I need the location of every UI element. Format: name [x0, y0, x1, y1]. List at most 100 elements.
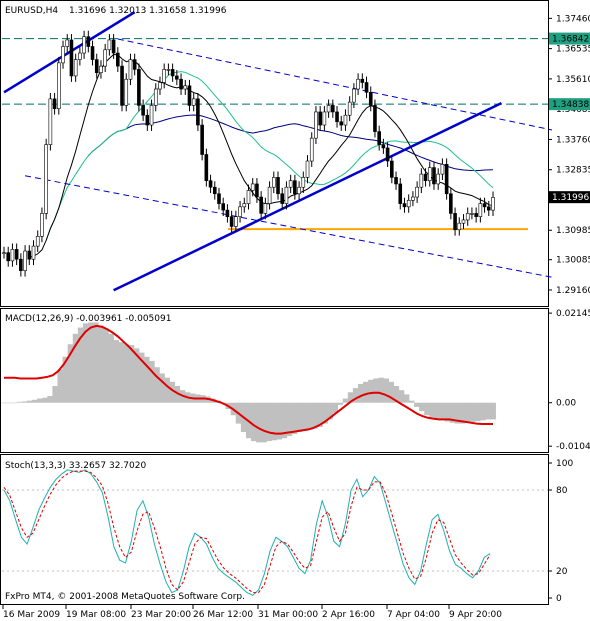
macd-histogram-bar [332, 402, 339, 414]
candle-body [149, 105, 154, 126]
macd-histogram-bar [72, 333, 79, 403]
candle-body [212, 186, 217, 195]
candle-body [250, 183, 255, 191]
macd-histogram-bar [98, 325, 104, 403]
candle-body [482, 203, 487, 208]
moving-average-slow [87, 114, 494, 172]
macd-histogram-bar [93, 322, 99, 403]
candle-body [276, 177, 280, 195]
candle-body [179, 78, 183, 90]
candle-body [255, 183, 259, 198]
stoch-tick-label: 0 [556, 594, 562, 604]
candle-body [259, 196, 263, 214]
stoch-panel-frame [0, 454, 549, 605]
macd-histogram-bar [342, 398, 349, 403]
macd-histogram-bar [251, 402, 257, 442]
candle-body [470, 213, 474, 215]
candle-body [124, 78, 129, 106]
candle-body [103, 49, 107, 67]
time-tick-label: 9 Apr 20:00 [449, 610, 502, 620]
candle-body [225, 209, 230, 217]
candle-body [406, 200, 411, 208]
macd-histogram-bar [363, 381, 369, 403]
time-tick-label: 16 Mar 2009 [3, 610, 60, 620]
candle-body [288, 180, 293, 188]
candle-body [331, 105, 335, 113]
candle-body [65, 39, 70, 47]
macd-histogram-bar [414, 402, 420, 407]
candle-body [394, 177, 398, 185]
candle-body [246, 190, 251, 204]
price-header-ohlc: 1.31696 1.32013 1.31658 1.31996 [69, 6, 227, 16]
macd-histogram-bar [454, 402, 461, 424]
macd-histogram-bar [62, 356, 69, 403]
price-tick-label: 1.32835 [556, 166, 590, 176]
macd-histogram-bar [164, 377, 170, 403]
macd-histogram-bar [444, 402, 451, 422]
candle-body [52, 98, 57, 109]
candle-body [411, 196, 415, 201]
macd-histogram-bar [11, 402, 18, 404]
candle-body [23, 250, 27, 271]
price-header-symbol: EURUSD,H4 [5, 6, 58, 16]
candle-body [78, 52, 82, 60]
candle-body [217, 193, 221, 204]
candle-body [339, 121, 344, 126]
upper-trendline [3, 11, 136, 94]
macd-histogram-bar [398, 390, 405, 403]
candle-body [402, 203, 407, 208]
macd-histogram-bar [352, 388, 359, 403]
candle-body [69, 39, 74, 77]
macd-histogram-bar [393, 386, 400, 403]
macd-histogram-bar [144, 356, 150, 403]
candle-body [465, 213, 470, 221]
time-tick-label: 19 Mar 08:00 [66, 610, 126, 620]
candle-body [82, 36, 86, 54]
candle-body [301, 177, 306, 188]
macd-histogram-bar [419, 402, 425, 412]
axes: 1.37460 1.36535 1.35610 1.34685 1.33760 1.328… [2, 14, 590, 620]
macd-histogram-bar [82, 323, 89, 403]
resistance-2-label-bg [549, 98, 590, 111]
stoch-main-line [3, 469, 491, 596]
candle-body [187, 85, 192, 106]
candle-body [99, 65, 103, 73]
macd-histogram-bar [103, 328, 109, 403]
macd-signal-line [4, 324, 493, 435]
candle-body [73, 59, 78, 77]
time-tick-label: 23 Mar 20:00 [131, 610, 191, 620]
candle-body [229, 216, 234, 227]
macd-histogram-bar [388, 381, 395, 403]
macd-histogram-bar [271, 402, 277, 441]
macd-histogram-bar [281, 402, 288, 439]
candle-body [196, 98, 200, 126]
macd-histogram-bar [57, 369, 63, 403]
resistance-1-label-bg [549, 32, 590, 45]
candle-body [221, 203, 226, 211]
price-panel [2, 11, 553, 292]
candle-body [10, 249, 15, 262]
macd-histogram-bar [154, 367, 160, 403]
macd-tick-label: 0.021454 [556, 309, 590, 319]
macd-histogram-bar [26, 400, 33, 403]
macd-histogram-bar [408, 400, 415, 403]
candle-body [57, 62, 61, 109]
candle-body [175, 75, 179, 80]
candle-body [145, 114, 150, 126]
macd-histogram-bar [291, 402, 298, 435]
candle-body [305, 160, 310, 178]
price-tick-label: 1.30085 [556, 256, 590, 266]
candle-body [368, 92, 373, 106]
macd-histogram-bar [439, 402, 446, 421]
price-tick-label: 1.36535 [556, 45, 590, 55]
macd-histogram-bar [475, 402, 481, 422]
macd-histogram-bar [490, 402, 496, 420]
current-price-label: 1.31996 [552, 193, 589, 203]
candle-body [440, 164, 445, 175]
candle-body [449, 193, 453, 214]
candle-body [309, 137, 314, 162]
candle-body [191, 98, 196, 106]
macd-histogram-bar [16, 401, 23, 403]
candle-body [360, 78, 365, 83]
